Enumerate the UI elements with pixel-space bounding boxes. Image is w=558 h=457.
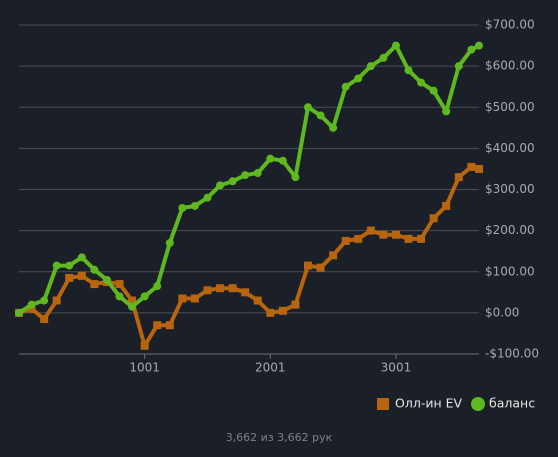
marker [178, 294, 187, 303]
marker [417, 234, 426, 243]
marker [278, 156, 287, 165]
legend-label: баланс [489, 396, 535, 411]
marker [442, 107, 451, 116]
marker [391, 41, 400, 50]
marker [266, 308, 275, 317]
marker [379, 230, 388, 239]
marker [241, 171, 250, 180]
marker [115, 280, 124, 289]
marker [216, 284, 225, 293]
marker [354, 74, 363, 83]
marker [216, 181, 225, 190]
marker [40, 315, 49, 324]
marker [366, 226, 375, 235]
marker [303, 261, 312, 270]
x-tick-label: 2001 [255, 361, 286, 375]
marker [379, 53, 388, 62]
marker [454, 173, 463, 182]
marker [165, 238, 174, 247]
marker [467, 45, 476, 54]
marker [90, 280, 99, 289]
marker [27, 304, 36, 313]
x-tick-label: 1001 [129, 361, 160, 375]
marker [429, 214, 438, 223]
marker [354, 234, 363, 243]
marker [15, 308, 23, 317]
marker [203, 286, 212, 295]
marker [329, 123, 338, 132]
y-tick-label: $700.00 [485, 18, 535, 32]
marker [316, 263, 325, 272]
marker [52, 261, 61, 270]
marker [278, 306, 287, 315]
y-tick-label: $300.00 [485, 182, 535, 196]
marker [341, 236, 350, 245]
marker [366, 62, 375, 71]
marker [467, 162, 476, 171]
marker [115, 292, 124, 301]
marker [303, 103, 312, 112]
marker [40, 296, 49, 305]
marker [417, 78, 426, 87]
marker [128, 296, 137, 305]
marker [266, 154, 275, 163]
marker [442, 201, 451, 210]
marker [341, 82, 350, 91]
marker [228, 177, 237, 186]
y-tick-label: $500.00 [485, 100, 535, 114]
y-tick-label: $100.00 [485, 264, 535, 278]
marker [140, 292, 149, 301]
marker [65, 261, 74, 270]
footer: 3,662 из 3,662 рук [226, 431, 333, 444]
marker [228, 284, 237, 293]
marker [140, 341, 149, 350]
legend-marker [471, 397, 485, 411]
marker [77, 271, 86, 280]
y-tick-label: $200.00 [485, 223, 535, 237]
marker [253, 169, 262, 178]
marker [429, 86, 438, 95]
marker [102, 275, 111, 284]
marker [190, 294, 199, 303]
marker [291, 173, 300, 182]
marker [153, 321, 162, 330]
legend-marker [377, 398, 389, 410]
marker [165, 321, 174, 330]
marker [241, 288, 250, 297]
marker [90, 265, 99, 274]
x-tick-label: 3001 [381, 361, 412, 375]
marker [404, 66, 413, 75]
marker [52, 296, 61, 305]
marker [475, 41, 483, 50]
y-tick-label: -$100.00 [485, 347, 539, 361]
marker [190, 201, 199, 210]
marker [475, 164, 483, 173]
marker [27, 300, 36, 309]
marker [454, 62, 463, 71]
legend-label: Олл-ин EV [395, 396, 462, 411]
marker [291, 300, 300, 309]
marker [128, 302, 137, 311]
marker [404, 234, 413, 243]
y-tick-label: $400.00 [485, 141, 535, 155]
marker [316, 111, 325, 120]
y-tick-label: $0.00 [485, 305, 519, 319]
marker [65, 273, 74, 282]
marker [203, 193, 212, 202]
marker [77, 253, 86, 262]
marker [153, 282, 162, 291]
marker [391, 230, 400, 239]
marker [329, 251, 338, 260]
marker [253, 296, 262, 305]
marker [178, 204, 187, 213]
y-tick-label: $600.00 [485, 59, 535, 73]
